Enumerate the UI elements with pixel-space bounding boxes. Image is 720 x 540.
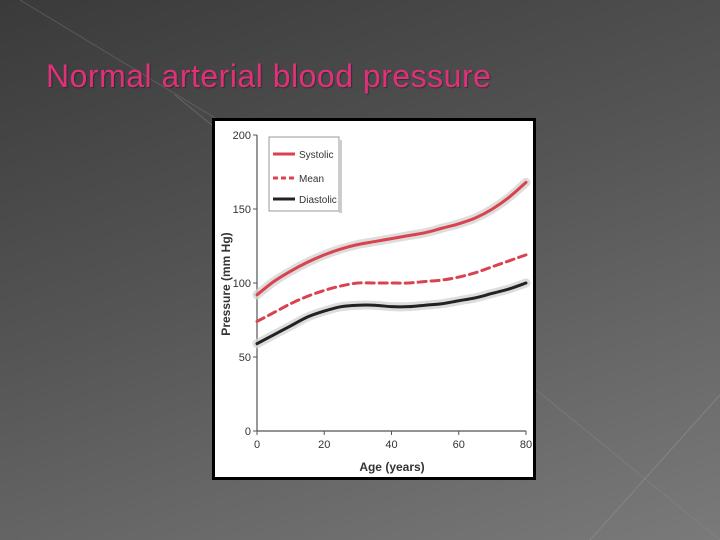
- x-tick-label: 80: [520, 439, 532, 451]
- legend-label-diastolic: Diastolic: [299, 195, 337, 206]
- legend-label-mean: Mean: [299, 174, 324, 185]
- x-axis-label: Age (years): [359, 460, 424, 474]
- chart-axes: 0 50 100 150 200 0 20 40 60 80: [233, 130, 532, 451]
- x-tick-label: 40: [385, 439, 397, 451]
- x-tick-label: 20: [318, 439, 330, 451]
- y-tick-label: 150: [233, 204, 251, 216]
- y-tick-label: 0: [245, 426, 251, 438]
- series-band-diastolic: [252, 278, 531, 349]
- legend-label-systolic: Systolic: [299, 150, 333, 161]
- y-axis-label: Pressure (mm Hg): [219, 232, 233, 335]
- y-tick-label: 50: [239, 352, 251, 364]
- chart-legend: Systolic Mean Diastolic: [268, 136, 342, 213]
- x-tick-label: 0: [254, 439, 260, 451]
- blood-pressure-chart: 0 50 100 150 200 0 20 40 60 80 Systolic Mean Dias…: [219, 130, 532, 474]
- slide-title: Normal arterial blood pressure: [46, 58, 492, 94]
- chart-figure: 0 50 100 150 200 0 20 40 60 80 Systolic Mean Dias…: [212, 118, 536, 480]
- series-line-systolic: [255, 180, 528, 297]
- series-line-mean: [255, 253, 528, 323]
- y-tick-label: 100: [233, 278, 251, 290]
- series-line-diastolic: [255, 281, 528, 346]
- x-tick-label: 60: [453, 439, 465, 451]
- legend-box-shadow: [339, 140, 342, 213]
- chart-series: [252, 177, 531, 349]
- y-tick-label: 200: [233, 130, 251, 142]
